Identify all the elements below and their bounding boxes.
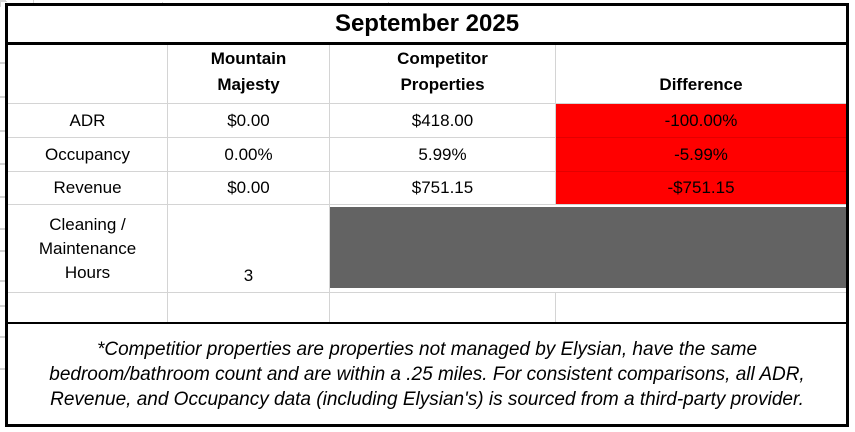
empty-cell-1[interactable] (8, 293, 168, 322)
table-title: September 2025 (334, 10, 520, 37)
table-row-revenue: Revenue $0.00 $751.15 -$751.15 (8, 172, 846, 205)
empty-cell-4[interactable] (556, 293, 846, 322)
adr-competitor-cell[interactable]: $418.00 (330, 104, 556, 138)
empty-cell-3[interactable] (330, 293, 556, 322)
header-competitor-properties[interactable]: Competitor Properties (330, 45, 556, 104)
header-competitor-properties-label: Competitor Properties (397, 49, 488, 94)
revenue-difference-cell[interactable]: -$751.15 (556, 172, 846, 205)
occupancy-mountain-majesty-value: 0.00% (224, 144, 273, 164)
adr-difference-value: -100.00% (664, 110, 738, 130)
revenue-row-label: Revenue (53, 178, 122, 197)
cleaning-row-label-cell[interactable]: Cleaning / Maintenance Hours (8, 205, 168, 293)
occupancy-competitor-value: 5.99% (418, 144, 467, 164)
cleaning-blocked-cell[interactable] (330, 205, 846, 293)
header-difference[interactable]: Difference (556, 45, 846, 104)
revenue-competitor-cell[interactable]: $751.15 (330, 172, 556, 205)
footnote-cell[interactable]: *Competitior properties are properties n… (8, 322, 846, 424)
occupancy-row-label: Occupancy (44, 144, 131, 164)
header-row-label-cell[interactable] (8, 45, 168, 104)
empty-cell-2[interactable] (168, 293, 330, 322)
revenue-mountain-majesty-value: $0.00 (227, 178, 270, 197)
sheet-gridline-stubs-bottom (0, 2, 1, 7)
header-mountain-majesty[interactable]: Mountain Majesty (168, 45, 330, 104)
occupancy-difference-cell[interactable]: -5.99% (556, 138, 846, 172)
adr-row-label-cell[interactable]: ADR (8, 104, 168, 138)
occupancy-competitor-cell[interactable]: 5.99% (330, 138, 556, 172)
occupancy-difference-value: -5.99% (674, 144, 728, 164)
adr-mountain-majesty-cell[interactable]: $0.00 (168, 104, 330, 138)
revenue-competitor-value: $751.15 (411, 178, 474, 197)
footnote-text: *Competitior properties are properties n… (49, 338, 805, 410)
cleaning-row-label: Cleaning / Maintenance Hours (38, 214, 137, 282)
adr-difference-cell[interactable]: -100.00% (556, 104, 846, 138)
occupancy-mountain-majesty-cell[interactable]: 0.00% (168, 138, 330, 172)
header-row: Mountain Majesty Competitor Properties D… (8, 45, 846, 104)
adr-mountain-majesty-value: $0.00 (227, 110, 270, 130)
adr-competitor-value: $418.00 (411, 110, 474, 130)
header-difference-label: Difference (659, 75, 743, 94)
revenue-difference-value: -$751.15 (667, 178, 735, 197)
sheet-gridline-stub-top (33, 0, 34, 3)
revenue-mountain-majesty-cell[interactable]: $0.00 (168, 172, 330, 205)
blocked-gray-fill (330, 207, 846, 288)
table-row-cleaning-maintenance: Cleaning / Maintenance Hours 3 (8, 205, 846, 293)
revenue-row-label-cell[interactable]: Revenue (8, 172, 168, 205)
table-row-occupancy: Occupancy 0.00% 5.99% -5.99% (8, 138, 846, 172)
header-mountain-majesty-label: Mountain Majesty (210, 49, 287, 94)
cleaning-mountain-majesty-cell[interactable]: 3 (168, 205, 330, 293)
empty-row (8, 293, 846, 322)
adr-row-label: ADR (69, 110, 106, 130)
occupancy-row-label-cell[interactable]: Occupancy (8, 138, 168, 172)
table-title-cell[interactable]: September 2025 (8, 6, 846, 45)
sheet-gridline-stubs-left (0, 0, 6, 1)
sheet-gridline-stubs-right (0, 1, 7, 2)
table-row-adr: ADR $0.00 $418.00 -100.00% (8, 104, 846, 138)
cleaning-mountain-majesty-value: 3 (243, 266, 254, 285)
comparison-table: September 2025 Mountain Majesty Competit… (5, 3, 849, 427)
